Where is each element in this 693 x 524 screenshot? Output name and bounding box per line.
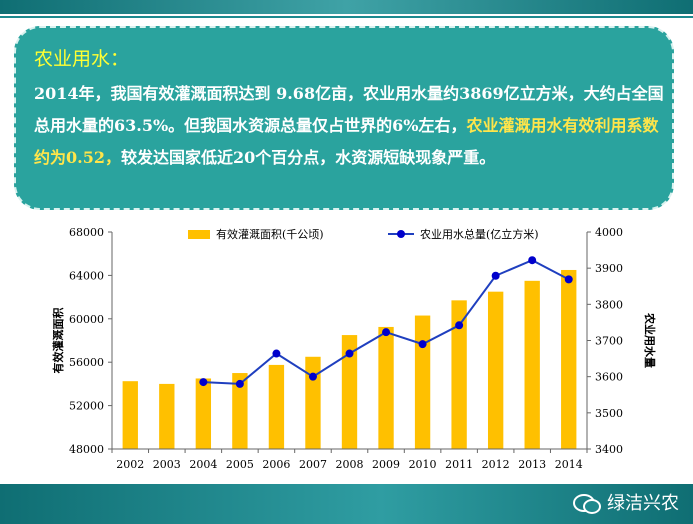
chart-legend: 有效灌溉面积(千公顷) 农业用水总量(亿立方米) <box>188 227 539 241</box>
bar-2005 <box>232 373 248 449</box>
right-tick-label: 3600 <box>595 371 623 384</box>
water-use-point-2007 <box>308 372 317 381</box>
x-tick-label-2006: 2006 <box>262 458 290 471</box>
left-tick-label: 48000 <box>69 443 104 456</box>
x-tick-label-2005: 2005 <box>226 458 254 471</box>
callout-text: 2014年，我国有效灌溉面积达到 9.68亿亩，农业用水量约3869亿立方米，大… <box>34 78 664 174</box>
x-tick-label-2003: 2003 <box>153 458 181 471</box>
bar-2002 <box>122 381 138 449</box>
bar-2010 <box>414 315 431 449</box>
info-callout <box>14 26 674 210</box>
water-use-point-2011 <box>455 321 464 330</box>
callout-text-part1: 2014年，我国有效灌溉面积达到 9.68亿亩，农业用水量约3869亿立方米，大… <box>34 84 664 135</box>
left-tick-label: 68000 <box>69 226 104 239</box>
callout-text-highlight: 农业灌溉用水有效利用系数约为0.52， <box>34 116 659 167</box>
x-tick-label-2009: 2009 <box>372 458 400 471</box>
legend-bar-label: 有效灌溉面积(千公顷) <box>216 227 324 241</box>
x-tick-label-2007: 2007 <box>299 458 327 471</box>
callout-text-part2: 较发达国家低近20个百分点，水资源短缺现象严重。 <box>120 148 496 167</box>
right-tick-label: 4000 <box>595 226 623 239</box>
x-tick-label-2010: 2010 <box>409 458 437 471</box>
left-axis-label: 有效灌溉面积 <box>51 308 65 374</box>
x-tick-label-2008: 2008 <box>336 458 364 471</box>
x-tick-label-2012: 2012 <box>482 458 510 471</box>
water-use-point-2008 <box>345 349 354 358</box>
water-use-point-2012 <box>491 271 500 280</box>
x-tick-label-2002: 2002 <box>116 458 144 471</box>
left-tick-label: 52000 <box>69 400 104 413</box>
bar-2006 <box>268 364 285 449</box>
right-tick-label: 3800 <box>595 298 623 311</box>
left-tick-label: 60000 <box>69 313 104 326</box>
x-tick-label-2013: 2013 <box>518 458 546 471</box>
chart-axes: 48000 52000 56000 60000 64000 68000 3400 3500 36… <box>51 226 657 471</box>
chart-line <box>199 256 573 388</box>
top-banner <box>0 0 693 14</box>
x-tick-label-2004: 2004 <box>189 458 217 471</box>
legend-line-marker <box>397 230 405 238</box>
water-use-point-2010 <box>418 340 427 349</box>
chart-bars <box>122 269 577 449</box>
wechat-icon <box>571 491 601 514</box>
top-divider <box>0 16 693 18</box>
x-tick-label-2011: 2011 <box>445 458 473 471</box>
legend-bar-swatch <box>188 230 210 239</box>
right-tick-label: 3400 <box>595 443 623 456</box>
bar-2007 <box>305 356 321 449</box>
bar-2003 <box>159 383 175 449</box>
bar-2013 <box>524 280 540 449</box>
water-use-point-2004 <box>199 378 208 387</box>
callout-title: 农业用水： <box>34 48 130 70</box>
x-tick-label-2014: 2014 <box>555 458 583 471</box>
water-use-point-2005 <box>235 379 244 388</box>
bar-2012 <box>487 291 504 449</box>
left-tick-label: 64000 <box>69 269 104 282</box>
watermark: 绿洁兴农 <box>571 488 679 516</box>
bar-2009 <box>378 326 394 449</box>
bar-2008 <box>341 335 358 449</box>
combo-chart: 48000 52000 56000 60000 64000 68000 3400 3500 36… <box>51 226 657 471</box>
bar-2004 <box>195 378 212 449</box>
water-use-point-2006 <box>272 349 281 358</box>
legend-line-label: 农业用水总量(亿立方米) <box>420 227 539 241</box>
right-tick-label: 3500 <box>595 407 623 420</box>
right-axis-label: 农业用水量 <box>643 312 657 368</box>
right-tick-label: 3700 <box>595 335 623 348</box>
water-use-point-2014 <box>564 275 573 284</box>
water-use-point-2009 <box>382 328 391 337</box>
water-use-point-2013 <box>528 256 537 265</box>
right-tick-label: 3900 <box>595 262 623 275</box>
watermark-text: 绿洁兴农 <box>607 493 679 514</box>
left-tick-label: 56000 <box>69 356 104 369</box>
bar-2014 <box>561 269 577 449</box>
bar-2011 <box>451 300 467 449</box>
